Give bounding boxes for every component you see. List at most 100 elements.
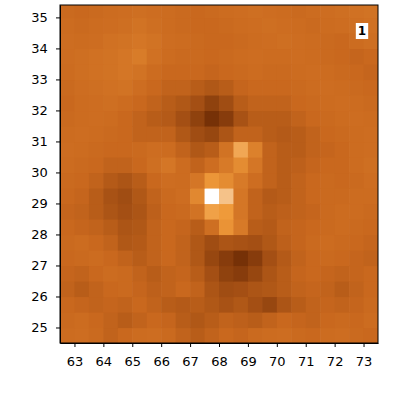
- heat-cell: [306, 296, 321, 312]
- heat-cell: [291, 126, 306, 142]
- heat-cell: [60, 203, 75, 219]
- heat-cell: [291, 33, 306, 49]
- heat-cell: [262, 126, 277, 142]
- heat-cell: [176, 265, 191, 281]
- heat-cell: [320, 141, 335, 157]
- heat-cell: [219, 17, 234, 33]
- heat-cell: [176, 64, 191, 80]
- heat-cell: [349, 48, 364, 64]
- heat-cell: [291, 157, 306, 173]
- heat-cell: [190, 33, 205, 49]
- heat-cell: [190, 203, 205, 219]
- heat-cell: [335, 110, 350, 126]
- heat-cell: [103, 250, 118, 266]
- heat-cell: [205, 188, 220, 204]
- heat-cell: [248, 296, 263, 312]
- heat-cell: [233, 312, 248, 328]
- heat-cell: [291, 327, 306, 343]
- heat-cell: [306, 33, 321, 49]
- heat-cell: [89, 95, 104, 111]
- heat-cell: [190, 5, 205, 18]
- heat-cell: [335, 141, 350, 157]
- tick-mark: [56, 110, 60, 111]
- heat-cell: [147, 327, 162, 343]
- heat-cell: [219, 5, 234, 18]
- heat-cell: [335, 234, 350, 250]
- heat-cell: [205, 219, 220, 235]
- heat-cell: [306, 79, 321, 95]
- heat-cell: [74, 327, 89, 343]
- heat-cell: [118, 64, 133, 80]
- heat-cell: [89, 281, 104, 297]
- heat-cell: [233, 48, 248, 64]
- heat-cell: [248, 48, 263, 64]
- heat-cell: [277, 203, 292, 219]
- heat-cell: [262, 5, 277, 18]
- heat-cell: [132, 265, 147, 281]
- heat-cell: [233, 296, 248, 312]
- heat-cell: [320, 126, 335, 142]
- heat-cell: [147, 312, 162, 328]
- heat-cell: [262, 141, 277, 157]
- heat-cell: [262, 95, 277, 111]
- heat-cell: [291, 110, 306, 126]
- heat-cell: [306, 126, 321, 142]
- heat-cell: [103, 234, 118, 250]
- heat-cell: [277, 219, 292, 235]
- heat-cell: [364, 327, 378, 343]
- heat-cell: [190, 296, 205, 312]
- heat-cell: [161, 265, 176, 281]
- heat-cell: [161, 219, 176, 235]
- heat-cell: [320, 48, 335, 64]
- heat-cell: [320, 296, 335, 312]
- heat-cell: [118, 141, 133, 157]
- tick: 32: [31, 103, 60, 118]
- heat-cell: [349, 234, 364, 250]
- tick-label: 25: [31, 320, 48, 335]
- heat-cell: [306, 250, 321, 266]
- heat-cell: [205, 157, 220, 173]
- heat-cell: [89, 157, 104, 173]
- heat-cell: [147, 110, 162, 126]
- heat-cell: [161, 48, 176, 64]
- heat-cell: [190, 234, 205, 250]
- heat-cell: [89, 33, 104, 49]
- heat-cell: [132, 219, 147, 235]
- heat-cell: [335, 126, 350, 142]
- heat-cell: [277, 126, 292, 142]
- heat-cell: [205, 327, 220, 343]
- heat-cell: [306, 64, 321, 80]
- heat-cell: [74, 48, 89, 64]
- heat-cell: [219, 219, 234, 235]
- heat-cell: [74, 64, 89, 80]
- heat-cell: [74, 17, 89, 33]
- heat-cell: [248, 250, 263, 266]
- heat-cell: [277, 296, 292, 312]
- heat-cell: [320, 95, 335, 111]
- heat-cell: [89, 110, 104, 126]
- heat-cell: [277, 265, 292, 281]
- heat-cell: [89, 312, 104, 328]
- heat-cell: [233, 172, 248, 188]
- heat-cell: [335, 48, 350, 64]
- heat-cell: [335, 203, 350, 219]
- heat-cell: [248, 234, 263, 250]
- annotation-label: 1: [358, 24, 366, 38]
- heat-cell: [132, 296, 147, 312]
- heat-cell: [219, 33, 234, 49]
- heat-cell: [103, 126, 118, 142]
- heat-cell: [291, 250, 306, 266]
- heat-cell: [161, 250, 176, 266]
- heat-cell: [132, 157, 147, 173]
- heat-cell: [248, 95, 263, 111]
- heat-cell: [60, 281, 75, 297]
- heat-cell: [320, 327, 335, 343]
- heat-cell: [190, 48, 205, 64]
- heat-cell: [219, 188, 234, 204]
- heat-cell: [205, 250, 220, 266]
- tick-mark: [364, 343, 365, 347]
- heat-cell: [176, 48, 191, 64]
- annotation: 1: [356, 23, 368, 39]
- heat-cell: [364, 79, 378, 95]
- heat-cell: [233, 188, 248, 204]
